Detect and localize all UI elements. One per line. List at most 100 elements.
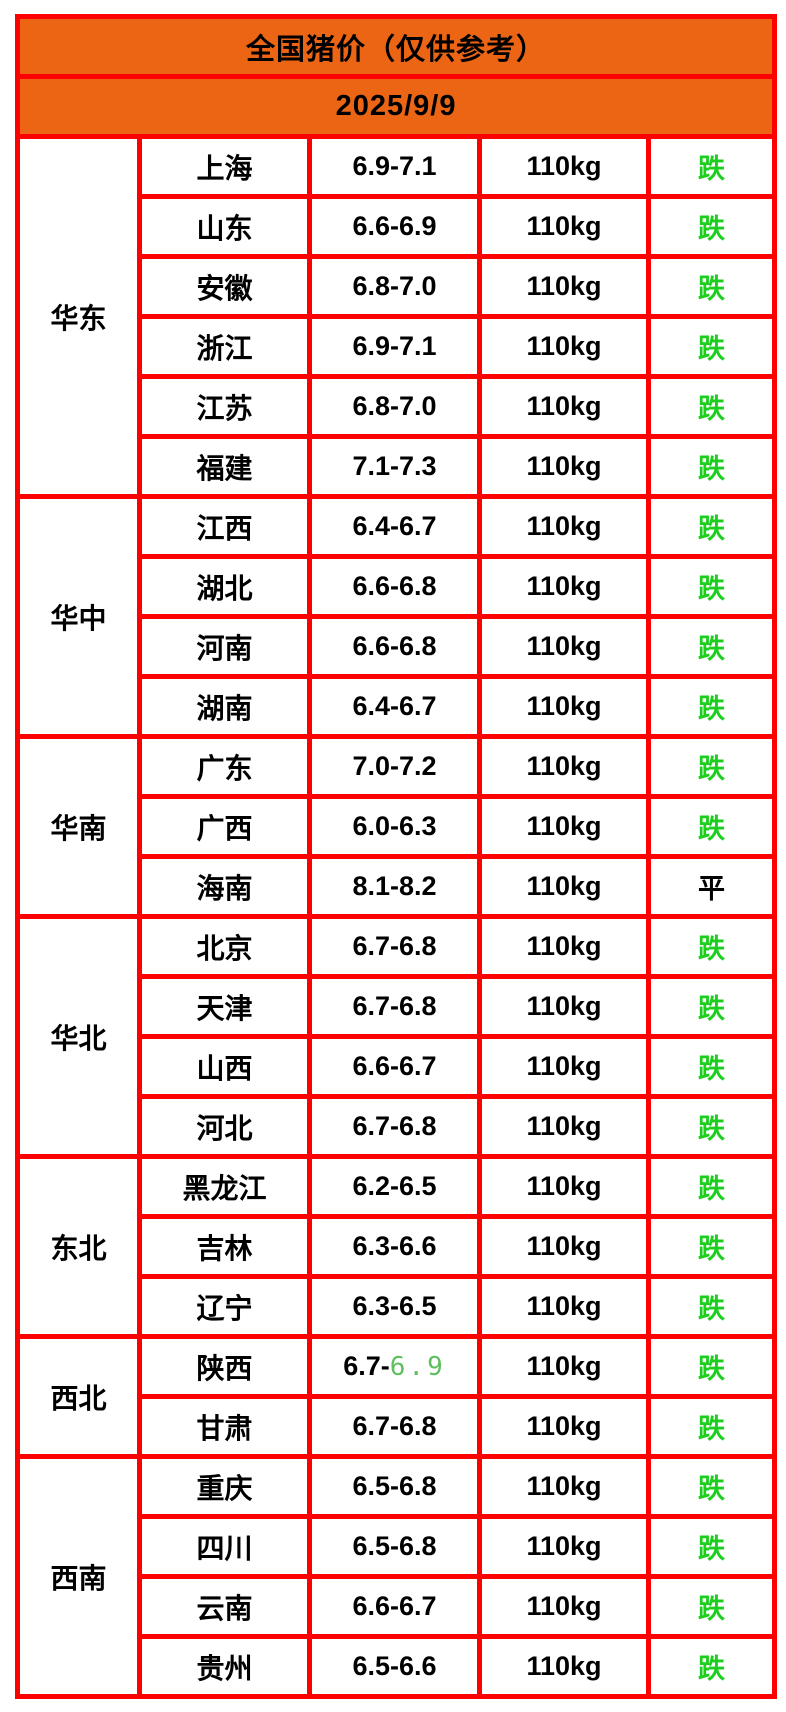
weight-cell: 110kg [477,494,651,559]
province-cell: 山东 [137,194,312,259]
trend-cell: 跌 [645,254,778,319]
table-row: 河北 6.7-6.8 110kg 跌 [18,1094,778,1159]
price-green-part: 6.9 [389,1352,446,1382]
table-row: 海南 8.1-8.2 110kg 平 [18,854,778,919]
trend-cell: 跌 [645,434,778,499]
price-cell: 6.9-7.1 [307,314,482,379]
province-cell: 江西 [137,494,312,559]
price-cell: 6.6-6.8 [307,614,482,679]
weight-cell: 110kg [477,1094,651,1159]
title-row: 全国猪价（仅供参考） [14,14,778,79]
province-cell: 北京 [137,914,312,979]
table-row: 华北 北京 6.7-6.8 110kg 跌 [15,914,778,1159]
province-cell: 广西 [137,794,312,859]
trend-cell: 跌 [645,1214,778,1279]
province-cell: 江苏 [137,374,312,439]
region-cell: 西南 [15,1454,142,1699]
province-cell: 四川 [137,1514,312,1579]
price-cell: 6.5-6.8 [307,1454,482,1519]
table-row: 天津 6.7-6.8 110kg 跌 [18,974,778,1039]
price-cell: 6.8-7.0 [307,254,482,319]
table-row: 吉林 6.3-6.6 110kg 跌 [18,1214,778,1279]
weight-cell: 110kg [477,134,651,199]
province-cell: 山西 [137,1034,312,1099]
weight-cell: 110kg [477,374,651,439]
trend-cell: 跌 [645,1094,778,1159]
province-cell: 贵州 [137,1634,312,1699]
page-title: 全国猪价（仅供参考） [14,14,778,79]
trend-cell: 跌 [645,734,778,799]
trend-cell: 跌 [645,494,778,559]
table-row: 四川 6.5-6.8 110kg 跌 [18,1514,778,1579]
price-cell: 6.4-6.7 [307,674,482,739]
weight-cell: 110kg [477,254,651,319]
province-cell: 福建 [137,434,312,499]
price-cell: 6.0-6.3 [307,794,482,859]
province-cell: 辽宁 [137,1274,312,1339]
trend-cell: 跌 [645,794,778,859]
trend-cell: 跌 [645,314,778,379]
region-cell: 东北 [15,1154,142,1339]
region-cell: 西北 [15,1334,142,1459]
table-row: 华中 江西 6.4-6.7 110kg 跌 [15,494,778,739]
table-row: 河南 6.6-6.8 110kg 跌 [18,614,778,679]
price-cell: 6.7-6.8 [307,914,482,979]
weight-cell: 110kg [477,854,651,919]
table-row: 福建 7.1-7.3 110kg 跌 [18,434,778,499]
trend-cell: 平 [645,854,778,919]
trend-cell: 跌 [645,614,778,679]
weight-cell: 110kg [477,314,651,379]
price-cell: 8.1-8.2 [307,854,482,919]
province-cell: 河北 [137,1094,312,1159]
province-cell: 安徽 [137,254,312,319]
trend-cell: 跌 [645,1394,778,1459]
trend-cell: 跌 [645,194,778,259]
price-cell: 6.3-6.6 [307,1214,482,1279]
province-cell: 陕西 [137,1334,312,1399]
trend-cell: 跌 [645,674,778,739]
region-cell: 华东 [15,134,142,499]
table-row: 湖南 6.4-6.7 110kg 跌 [18,674,778,739]
table-row: 山东 6.6-6.9 110kg 跌 [18,194,778,259]
table-row: 华南 广东 7.0-7.2 110kg 跌 [15,734,778,919]
price-cell: 7.0-7.2 [307,734,482,799]
price-cell: 6.9-7.1 [307,134,482,199]
weight-cell: 110kg [477,734,651,799]
table-row: 华东 上海 6.9-7.1 110kg 跌 [15,134,778,499]
weight-cell: 110kg [477,1634,651,1699]
weight-cell: 110kg [477,914,651,979]
price-cell: 6.7-6.8 [307,974,482,1039]
price-cell: 6.4-6.7 [307,494,482,559]
province-cell: 吉林 [137,1214,312,1279]
trend-cell: 跌 [645,1034,778,1099]
price-cell: 6.7-6.8 [307,1394,482,1459]
table-row: 辽宁 6.3-6.5 110kg 跌 [18,1274,778,1339]
weight-cell: 110kg [477,614,651,679]
trend-cell: 跌 [645,1154,778,1219]
trend-cell: 跌 [645,554,778,619]
weight-cell: 110kg [477,434,651,499]
pig-price-board: 全国猪价（仅供参考） 2025/9/9 华东 上海 6.9-7.1 110kg … [14,14,778,1699]
weight-cell: 110kg [477,1274,651,1339]
table-row: 贵州 6.5-6.6 110kg 跌 [18,1634,778,1699]
price-black-part: 6.7- [343,1351,390,1381]
trend-cell: 跌 [645,1634,778,1699]
province-cell: 湖北 [137,554,312,619]
price-cell: 6.6-6.9 [307,194,482,259]
region-cell: 华南 [15,734,142,919]
table-row: 山西 6.6-6.7 110kg 跌 [18,1034,778,1099]
table-row: 广西 6.0-6.3 110kg 跌 [18,794,778,859]
weight-cell: 110kg [477,194,651,259]
trend-cell: 跌 [645,1454,778,1519]
weight-cell: 110kg [477,1334,651,1399]
price-cell: 6.2-6.5 [307,1154,482,1219]
region-cell: 华中 [15,494,142,739]
province-cell: 海南 [137,854,312,919]
price-cell: 7.1-7.3 [307,434,482,499]
price-cell: 6.5-6.6 [307,1634,482,1699]
price-cell: 6.6-6.7 [307,1034,482,1099]
trend-cell: 跌 [645,374,778,439]
trend-cell: 跌 [645,134,778,199]
province-cell: 浙江 [137,314,312,379]
weight-cell: 110kg [477,554,651,619]
